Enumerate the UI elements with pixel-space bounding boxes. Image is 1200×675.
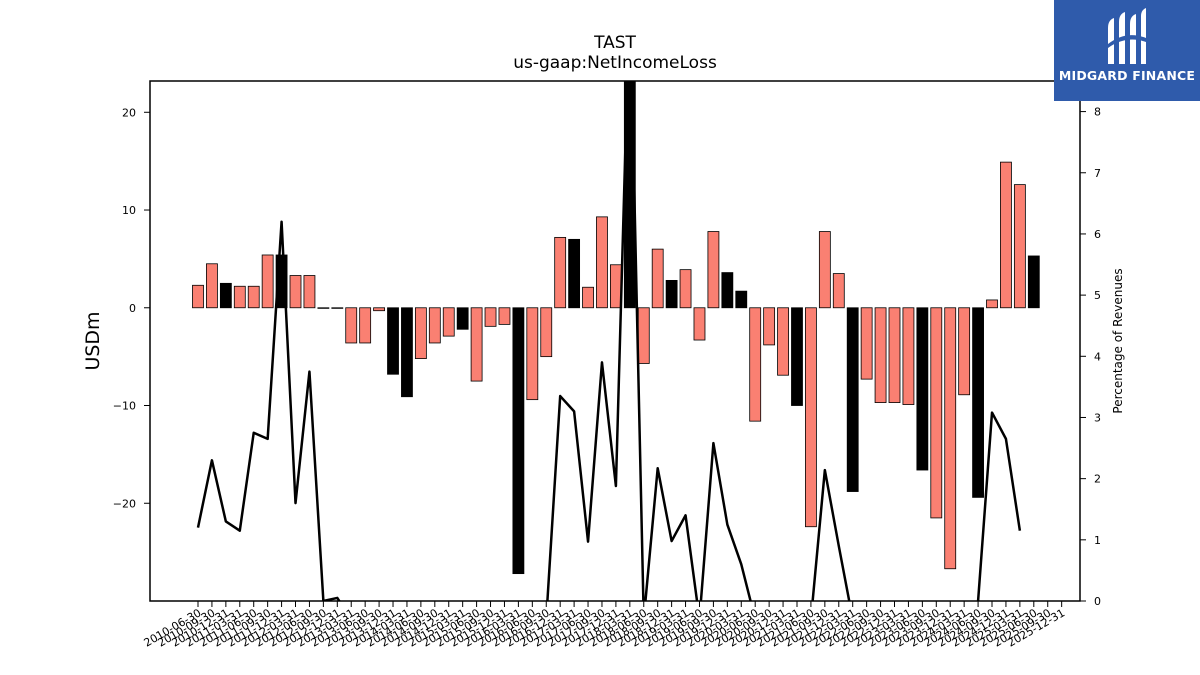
y-tick-label: 20 [122,106,136,119]
x-axis: 2010-06-302010-09-302010-12-312011-03-31… [142,601,1067,650]
y2-tick-label: 2 [1094,473,1101,486]
y2-tick-label: 7 [1094,167,1101,180]
bar-2018-09-30 [651,248,664,309]
revenue-percentage-line [196,81,1022,601]
y-tick-label: 10 [122,204,136,217]
y-axis: −20 −10 0 10 20 [113,106,150,510]
bar-2020-03-31 [735,290,748,309]
bar-2022-12-31 [888,307,901,403]
bar-2020-09-30 [763,307,776,346]
bar-2013-03-31 [345,307,358,344]
bar-2019-12-31 [721,272,734,309]
bar-2017-06-30 [582,286,594,309]
y2-tick-label: 5 [1094,289,1101,302]
bar-2010-09-30 [206,263,218,309]
y2-tick-label: 1 [1094,534,1101,547]
bar-2025-03-31 [1013,184,1026,309]
y2-tick-label: 0 [1094,595,1101,608]
bar-2013-12-31 [387,307,399,375]
y-axis-label: USDm [82,311,104,370]
bar-2024-03-31 [958,307,971,396]
plot-frame [149,80,1081,602]
bar-2015-03-31 [456,307,469,330]
logo-mark-icon [1108,8,1146,64]
bar-2016-06-30 [526,307,539,401]
bar-2023-06-30 [916,307,929,471]
bar-2012-12-31 [331,307,344,309]
bar-2024-09-30 [986,299,998,309]
y2-axis: 0 1 2 3 4 5 6 7 8 [1080,106,1101,608]
bar-2017-09-30 [596,216,608,309]
bar-2019-03-31 [679,269,692,309]
y-tick-label: −10 [113,400,136,413]
bar-2018-06-30 [637,307,650,364]
bar-2021-03-31 [791,307,803,406]
line-series [196,81,1022,601]
bar-2014-09-30 [428,307,441,344]
bar-2011-03-31 [233,285,246,309]
bar-2010-06-30 [192,284,204,309]
y2-axis-label: Percentage of Revenues [1111,268,1125,413]
bar-2015-09-30 [484,307,497,327]
bar-2016-12-31 [554,236,567,309]
bar-2022-03-31 [846,307,859,492]
bar-2014-12-31 [442,307,455,337]
bar-2012-09-30 [317,307,330,309]
y2-tick-label: 3 [1094,411,1101,424]
bar-2014-06-30 [414,307,427,359]
bar-2015-06-30 [470,307,483,382]
y-tick-label: −20 [113,497,136,510]
bar-2020-06-30 [749,307,762,422]
bar-2025-06-30 [1027,255,1040,309]
bar-2020-12-31 [777,307,789,376]
bar-series [192,81,1040,575]
bar-2015-12-31 [498,307,511,325]
bar-2012-03-31 [289,275,302,309]
bar-2024-12-31 [1000,161,1012,309]
bar-2019-06-30 [693,307,706,341]
bar-2014-03-31 [401,307,413,398]
bar-2021-12-31 [832,273,845,309]
bar-2012-06-30 [303,275,316,309]
bar-2011-09-30 [261,254,274,309]
y2-tick-label: 6 [1094,228,1101,241]
bar-2010-12-31 [219,282,232,309]
bar-2017-12-31 [610,264,622,309]
bar-2022-06-30 [860,307,873,380]
bar-2018-12-31 [665,279,678,309]
bar-2023-09-30 [930,307,943,519]
y2-tick-label: 8 [1094,106,1101,119]
bar-2013-09-30 [373,307,385,312]
bar-2024-06-30 [972,307,984,498]
bar-2023-03-31 [902,307,915,405]
bar-2021-06-30 [805,307,817,528]
y2-tick-label: 4 [1094,350,1101,363]
y-tick-label: 0 [129,302,136,315]
chart-title: TAST [593,33,636,53]
bar-2017-03-31 [568,238,581,309]
bar-2011-06-30 [247,285,260,309]
bar-2016-09-30 [540,307,553,358]
bar-2013-06-30 [359,307,372,344]
bar-2022-09-30 [874,307,887,403]
bar-2021-09-30 [818,231,831,309]
brand-logo: MIDGARD FINANCE [1054,0,1200,101]
bar-2023-12-31 [944,307,957,570]
bar-2016-03-31 [512,307,525,575]
logo-brand-text: MIDGARD FINANCE [1058,68,1196,83]
bar-2019-09-30 [707,231,720,309]
chart-subtitle: us-gaap:NetIncomeLoss [513,53,717,73]
bar-2011-12-31 [275,254,288,309]
